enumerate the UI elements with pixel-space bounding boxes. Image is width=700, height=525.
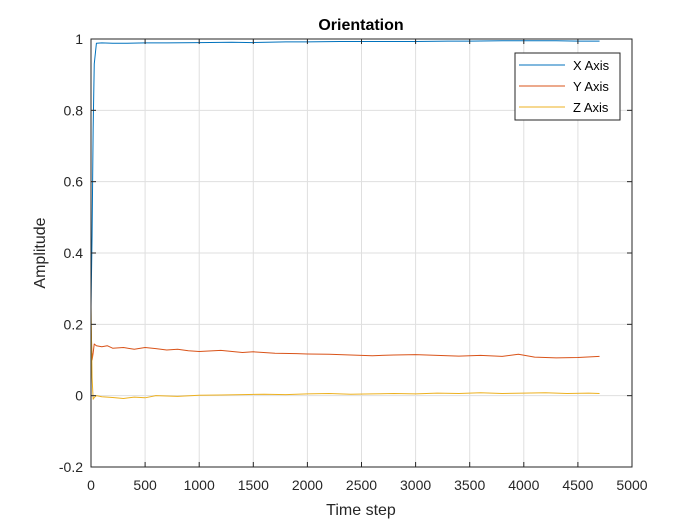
x-tick-label: 500 bbox=[133, 477, 157, 493]
y-tick-label: 0.6 bbox=[64, 174, 84, 190]
legend-label: X Axis bbox=[573, 58, 610, 73]
y-axis-label: Amplitude bbox=[32, 217, 49, 288]
x-axis-label: Time step bbox=[326, 502, 396, 519]
x-tick-label: 0 bbox=[87, 477, 95, 493]
y-tick-label: 0 bbox=[75, 388, 83, 404]
y-tick-label: 0.2 bbox=[64, 316, 84, 332]
y-tick-label: -0.2 bbox=[59, 459, 83, 475]
x-tick-label: 1000 bbox=[184, 477, 215, 493]
y-tick-label: 0.4 bbox=[64, 245, 84, 261]
x-tick-label: 5000 bbox=[616, 477, 647, 493]
legend-label: Z Axis bbox=[573, 100, 609, 115]
x-tick-label: 2500 bbox=[346, 477, 377, 493]
y-tick-label: 1 bbox=[75, 31, 83, 47]
x-tick-label: 4000 bbox=[508, 477, 539, 493]
y-tick-label: 0.8 bbox=[64, 102, 84, 118]
chart-title: Orientation bbox=[318, 17, 403, 34]
x-tick-label: 3000 bbox=[400, 477, 431, 493]
x-tick-label: 4500 bbox=[562, 477, 593, 493]
series-line-x-axis bbox=[90, 40, 600, 307]
x-tick-label: 2000 bbox=[292, 477, 323, 493]
series-line-z-axis bbox=[90, 306, 600, 400]
x-tick-label: 1500 bbox=[238, 477, 269, 493]
x-tick-label: 3500 bbox=[454, 477, 485, 493]
legend: X Axis Y Axis Z Axis bbox=[514, 52, 621, 121]
series-line-y-axis bbox=[90, 324, 600, 361]
legend-label: Y Axis bbox=[573, 79, 609, 94]
